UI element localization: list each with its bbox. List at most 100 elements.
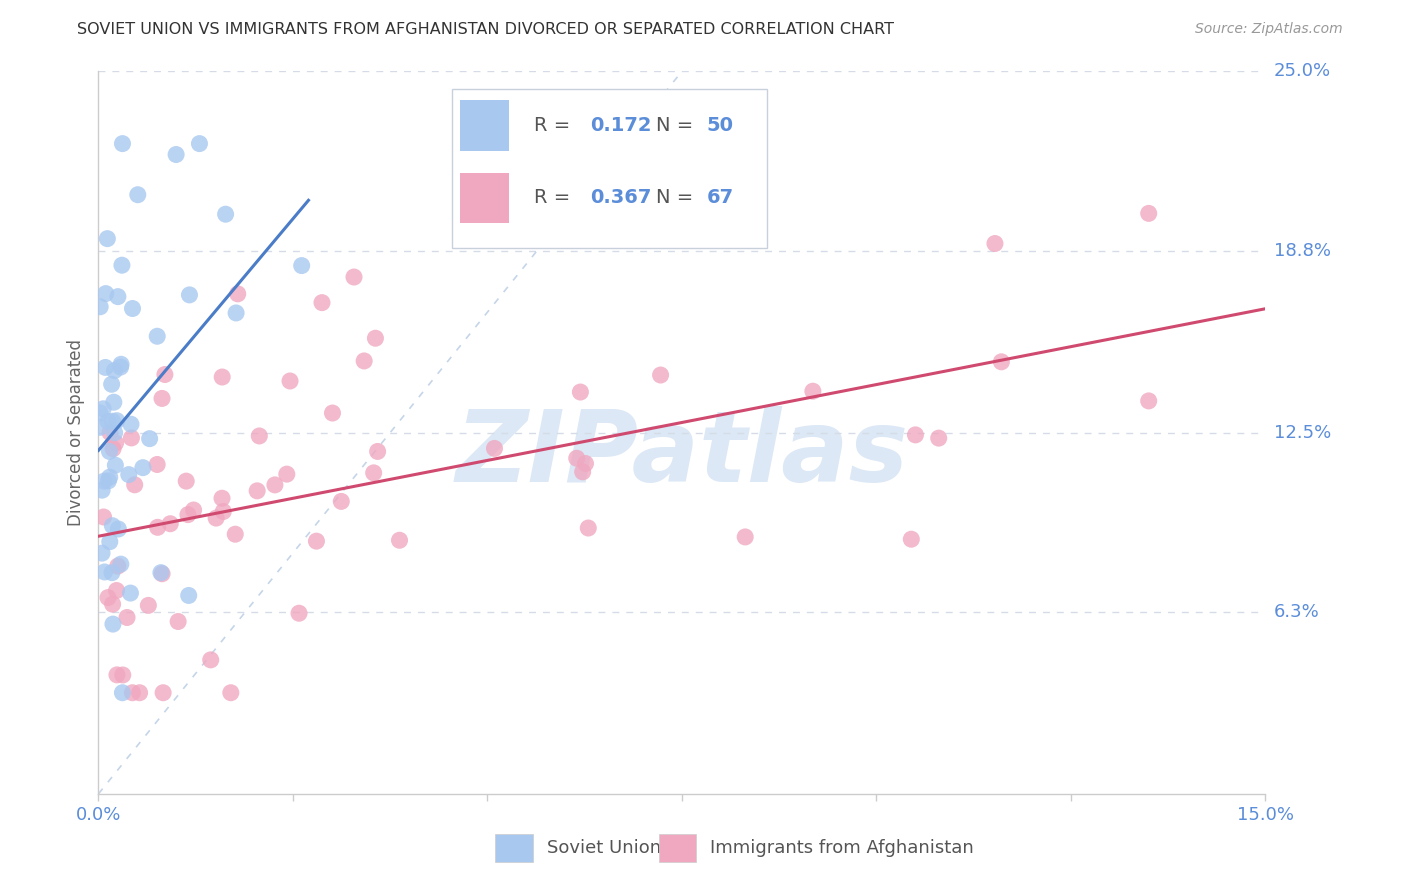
Point <box>100 377 122 392</box>
Point <box>200 653 222 667</box>
Point <box>1137 206 1160 220</box>
Point <box>291 259 314 273</box>
FancyBboxPatch shape <box>495 834 533 862</box>
Point <box>127 187 149 202</box>
Point <box>104 458 127 473</box>
Point <box>174 474 197 488</box>
Point <box>93 474 115 488</box>
Point <box>105 583 128 598</box>
Point <box>110 557 132 571</box>
Point <box>211 370 233 384</box>
Point <box>120 417 142 432</box>
Point <box>94 286 117 301</box>
Point <box>928 431 950 445</box>
Point <box>353 354 375 368</box>
Point <box>138 599 160 613</box>
Point <box>146 520 169 534</box>
FancyBboxPatch shape <box>658 834 696 862</box>
Point <box>367 444 389 458</box>
Point <box>246 483 269 498</box>
Point <box>89 406 111 420</box>
Point <box>343 270 366 285</box>
Point <box>734 530 756 544</box>
Point <box>305 534 328 549</box>
Point <box>101 597 124 611</box>
Point <box>149 566 172 580</box>
Point <box>93 565 115 579</box>
Point <box>177 589 200 603</box>
Point <box>101 414 124 428</box>
Point <box>569 384 592 399</box>
Point <box>205 511 228 525</box>
Point <box>96 232 118 246</box>
Point <box>98 444 121 458</box>
Text: 67: 67 <box>706 188 734 207</box>
Text: 0.367: 0.367 <box>589 188 651 207</box>
Text: N =: N = <box>657 116 700 135</box>
Point <box>93 510 115 524</box>
Point <box>574 457 596 471</box>
Point <box>330 494 353 508</box>
Point <box>150 566 173 581</box>
Text: R =: R = <box>534 188 576 207</box>
Point <box>101 566 124 580</box>
FancyBboxPatch shape <box>460 172 509 223</box>
Point <box>264 478 287 492</box>
Point <box>311 295 333 310</box>
Text: 25.0%: 25.0% <box>1274 62 1331 80</box>
Point <box>576 521 599 535</box>
Point <box>278 374 301 388</box>
Point <box>104 425 127 440</box>
Text: ZIPatlas: ZIPatlas <box>456 406 908 503</box>
Point <box>110 360 132 375</box>
Point <box>111 686 134 700</box>
Point <box>115 610 138 624</box>
Point <box>153 368 176 382</box>
Point <box>121 686 143 700</box>
Point <box>124 478 146 492</box>
Point <box>152 686 174 700</box>
Text: 18.8%: 18.8% <box>1274 242 1330 260</box>
Point <box>276 467 298 482</box>
Point <box>247 429 270 443</box>
Point <box>89 420 111 434</box>
Y-axis label: Divorced or Separated: Divorced or Separated <box>66 339 84 526</box>
Point <box>91 483 114 497</box>
Point <box>107 290 129 304</box>
Point <box>388 533 411 548</box>
Point <box>150 392 173 406</box>
FancyBboxPatch shape <box>451 89 768 248</box>
Point <box>97 591 120 605</box>
Text: 0.172: 0.172 <box>589 116 651 135</box>
Point <box>1137 393 1160 408</box>
Point <box>107 522 129 536</box>
Point <box>101 442 124 456</box>
Point <box>97 474 120 488</box>
Point <box>484 442 506 456</box>
Point <box>97 414 120 428</box>
Point <box>110 357 132 371</box>
Point <box>904 428 927 442</box>
Point <box>118 467 141 482</box>
Point <box>94 360 117 375</box>
Text: 12.5%: 12.5% <box>1274 424 1331 442</box>
Point <box>159 516 181 531</box>
Point <box>91 546 114 560</box>
Point <box>179 288 201 302</box>
Point <box>101 617 124 632</box>
Point <box>98 534 121 549</box>
Point <box>984 236 1007 251</box>
Point <box>177 508 200 522</box>
Point <box>363 466 385 480</box>
Text: R =: R = <box>534 116 576 135</box>
Point <box>165 147 187 161</box>
Point <box>364 331 387 345</box>
Point <box>111 668 134 682</box>
Point <box>183 503 205 517</box>
Point <box>103 395 125 409</box>
Point <box>321 406 343 420</box>
Point <box>111 258 134 272</box>
Point <box>138 432 160 446</box>
Point <box>188 136 211 151</box>
Text: 50: 50 <box>706 116 734 135</box>
